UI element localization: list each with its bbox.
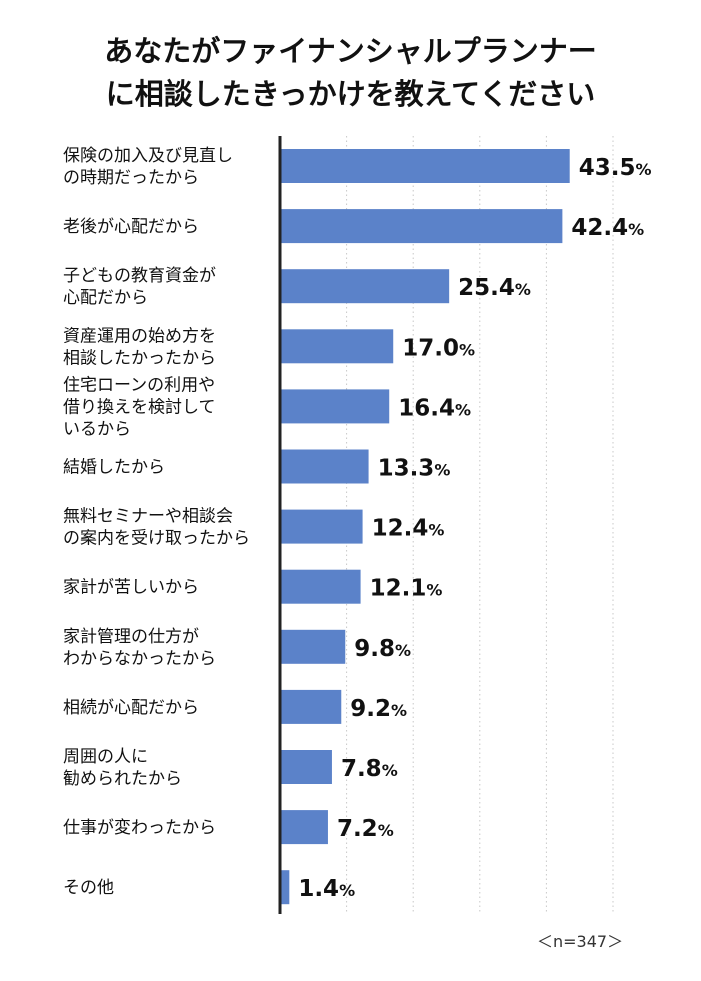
value-label: 12.1% [370,576,443,602]
value-unit: % [515,280,531,299]
category-label-line: わからなかったから [63,649,216,669]
bar [280,509,363,544]
bar [280,810,328,845]
value-number: 42.4 [571,215,628,241]
category-label-line: 保険の加入及び見直し [63,146,233,166]
category-labels: 保険の加入及び見直しの時期だったから老後が心配だから子どもの教育資金が心配だから… [63,146,250,898]
value-number: 9.2 [350,696,391,722]
category-label: 保険の加入及び見直しの時期だったから [63,146,233,188]
value-unit: % [391,701,407,720]
value-label: 17.0% [402,335,475,361]
bar [280,389,390,424]
category-label: 仕事が変わったから [63,818,216,838]
value-label: 7.8% [341,756,398,782]
category-label-line: 仕事が変わったから [63,818,216,838]
bars [280,149,570,905]
value-unit: % [459,340,475,359]
category-label: 子どもの教育資金が心配だから [63,266,216,308]
bar [280,449,369,484]
value-label: 9.2% [350,696,407,722]
value-number: 9.8 [354,636,395,662]
category-label: 家計が苦しいから [63,578,199,598]
bar [280,569,361,604]
chart-title-line-2: に相談したきっかけを教えてください [105,77,596,111]
value-labels: 43.5%42.4%25.4%17.0%16.4%13.3%12.4%12.1%… [298,155,651,902]
category-label-line: 子どもの教育資金が [63,266,216,286]
category-label-line: 勧められたから [63,769,182,789]
value-label: 9.8% [354,636,411,662]
bar [280,750,332,784]
category-label: 結婚したから [63,458,165,478]
value-unit: % [635,160,651,179]
category-label-line: の時期だったから [63,168,199,188]
category-label-line: 無料セミナーや相談会 [63,507,233,527]
value-number: 13.3 [378,456,435,482]
value-label: 16.4% [398,395,471,421]
bar [280,209,563,244]
category-label-line: 家計管理の仕方が [63,627,199,647]
category-label-line: 周囲の人に [63,747,148,767]
bar [280,689,342,724]
category-label: 資産運用の始め方を相談したかったから [63,326,216,368]
category-label: その他 [63,878,114,898]
category-label: 家計管理の仕方がわからなかったから [63,627,216,669]
category-label-line: 相談したかったから [63,348,216,368]
category-label-line: 心配だから [63,288,148,308]
value-number: 25.4 [458,275,515,301]
bar [280,329,394,364]
value-label: 1.4% [298,876,355,902]
category-label-line: 資産運用の始め方を [63,326,216,346]
value-unit: % [426,581,442,600]
value-label: 42.4% [571,215,644,241]
value-number: 16.4 [398,395,455,421]
value-number: 7.2 [337,816,378,842]
value-label: 7.2% [337,816,394,842]
value-label: 25.4% [458,275,531,301]
value-number: 12.4 [372,516,429,542]
category-label-line: 老後が心配だから [63,217,199,237]
value-unit: % [434,461,450,480]
bar [280,870,290,905]
category-label-line: 住宅ローンの利用や [63,375,215,395]
value-unit: % [378,821,394,840]
bar [280,629,346,664]
value-unit: % [628,220,644,239]
category-label-line: その他 [63,878,114,898]
value-unit: % [395,641,411,660]
value-unit: % [382,761,398,780]
category-label: 無料セミナーや相談会の案内を受け取ったから [63,507,250,549]
value-number: 43.5 [579,155,636,181]
category-label: 住宅ローンの利用や借り換えを検討しているから [63,375,216,439]
gridlines [346,136,614,914]
value-unit: % [455,400,471,419]
category-label: 老後が心配だから [63,217,199,237]
category-label-line: 借り換えを検討して [63,397,216,417]
category-label-line: いるから [63,419,131,439]
value-label: 12.4% [372,516,445,542]
value-number: 12.1 [370,576,427,602]
value-number: 1.4 [298,876,339,902]
category-label-line: の案内を受け取ったから [63,529,250,549]
value-unit: % [428,521,444,540]
category-label: 相続が心配だから [63,698,199,718]
value-label: 13.3% [378,456,451,482]
category-label-line: 家計が苦しいから [63,578,199,598]
bar [280,269,450,304]
value-label: 43.5% [579,155,652,181]
sample-size-note: ＜n=347＞ [537,932,624,951]
bar [280,149,570,183]
chart-title-line-1: あなたがファイナンシャルプランナー [104,34,597,68]
category-label-line: 結婚したから [63,458,165,478]
category-label-line: 相続が心配だから [63,698,199,718]
value-number: 17.0 [402,335,459,361]
chart-title: あなたがファイナンシャルプランナー に相談したきっかけを教えてください [0,30,701,116]
value-unit: % [339,881,355,900]
category-label: 周囲の人に勧められたから [63,747,182,789]
value-number: 7.8 [341,756,382,782]
